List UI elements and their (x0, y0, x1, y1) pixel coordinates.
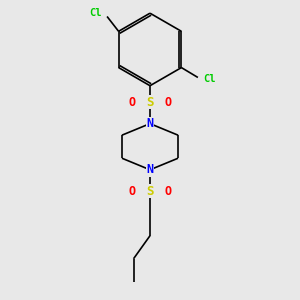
Text: S: S (146, 185, 154, 198)
Text: O: O (128, 96, 135, 109)
Text: O: O (165, 185, 172, 198)
Text: O: O (165, 96, 172, 109)
Text: S: S (146, 96, 154, 109)
Text: N: N (146, 163, 154, 176)
Text: O: O (128, 185, 135, 198)
Text: N: N (146, 117, 154, 130)
Text: Cl: Cl (203, 74, 216, 84)
Text: Cl: Cl (89, 8, 102, 18)
